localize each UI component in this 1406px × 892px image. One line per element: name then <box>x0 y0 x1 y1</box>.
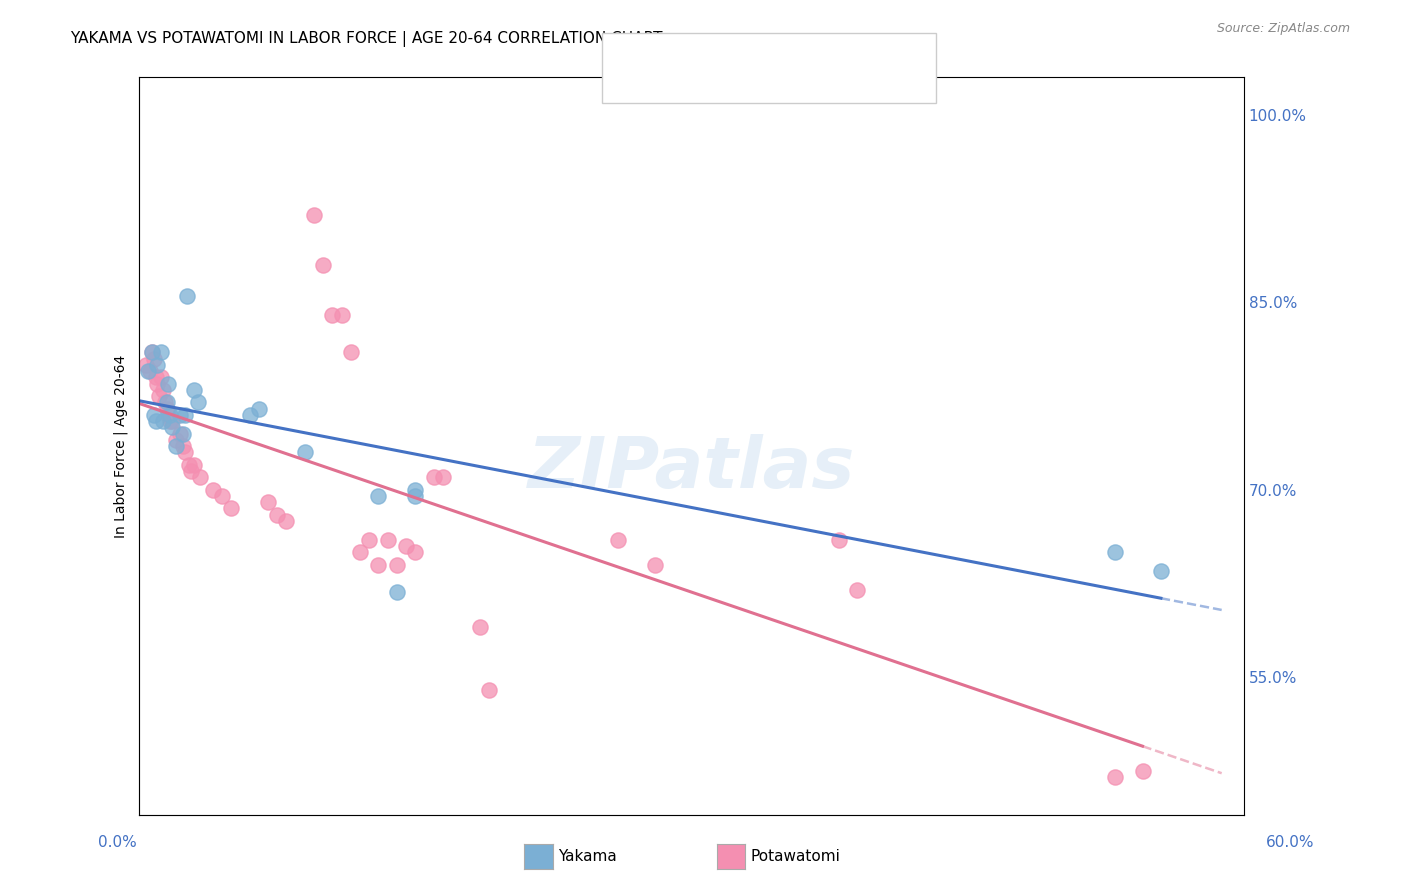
Point <box>142 351 165 366</box>
Point <box>1104 770 1126 784</box>
Point <box>201 483 224 497</box>
Point <box>302 208 325 222</box>
Point <box>188 470 211 484</box>
Point <box>146 376 169 391</box>
Point <box>468 620 491 634</box>
Point <box>219 501 242 516</box>
Point <box>152 383 174 397</box>
Point <box>159 408 181 422</box>
Text: ZIPatlas: ZIPatlas <box>527 434 855 502</box>
Point <box>145 370 167 384</box>
Point <box>404 545 426 559</box>
Point <box>385 558 408 572</box>
Point <box>183 458 205 472</box>
Point <box>165 433 187 447</box>
Point <box>169 408 191 422</box>
Point <box>330 308 353 322</box>
Point <box>367 489 389 503</box>
Point <box>172 426 194 441</box>
Point <box>828 533 851 547</box>
Point <box>159 414 181 428</box>
Y-axis label: In Labor Force | Age 20-64: In Labor Force | Age 20-64 <box>114 354 128 538</box>
Text: R = -0.415   N = 50: R = -0.415 N = 50 <box>644 74 794 88</box>
Point <box>135 358 157 372</box>
Point <box>211 489 233 503</box>
Point <box>180 464 202 478</box>
Point <box>174 445 197 459</box>
Point <box>1132 764 1154 778</box>
Point <box>846 582 869 597</box>
Point <box>148 389 170 403</box>
Point <box>276 514 298 528</box>
Point <box>150 345 173 359</box>
Text: Potawatomi: Potawatomi <box>751 849 841 863</box>
Point <box>141 345 163 359</box>
Point <box>644 558 666 572</box>
Point <box>432 470 454 484</box>
Point <box>359 533 381 547</box>
Point <box>1104 545 1126 559</box>
Point <box>169 426 191 441</box>
Point <box>165 439 187 453</box>
Point <box>156 401 179 416</box>
Point <box>139 364 162 378</box>
Point <box>145 414 167 428</box>
Point <box>266 508 288 522</box>
Point <box>157 376 180 391</box>
Point <box>141 345 163 359</box>
Point <box>395 539 418 553</box>
Text: Yakama: Yakama <box>558 849 617 863</box>
Point <box>183 383 205 397</box>
Point <box>321 308 343 322</box>
Point <box>156 395 179 409</box>
Point <box>176 289 198 303</box>
Point <box>1150 564 1173 578</box>
Point <box>177 458 200 472</box>
Text: 0.0%: 0.0% <box>98 836 138 850</box>
Text: R = -0.453   N = 27: R = -0.453 N = 27 <box>644 46 794 61</box>
Point <box>478 682 501 697</box>
Point <box>238 408 260 422</box>
Point <box>142 408 165 422</box>
Point <box>606 533 628 547</box>
Point <box>312 258 335 272</box>
Point <box>422 470 444 484</box>
Point <box>150 370 173 384</box>
Point <box>157 408 180 422</box>
Point <box>349 545 371 559</box>
Point <box>146 358 169 372</box>
Point <box>257 495 280 509</box>
Point <box>160 420 183 434</box>
Point <box>152 414 174 428</box>
Point <box>385 585 408 599</box>
Point <box>136 364 159 378</box>
Point <box>160 414 183 428</box>
Point <box>404 489 426 503</box>
Point <box>174 408 197 422</box>
Point <box>247 401 270 416</box>
Text: YAKAMA VS POTAWATOMI IN LABOR FORCE | AGE 20-64 CORRELATION CHART: YAKAMA VS POTAWATOMI IN LABOR FORCE | AG… <box>70 31 662 47</box>
Text: Source: ZipAtlas.com: Source: ZipAtlas.com <box>1216 22 1350 36</box>
Text: 60.0%: 60.0% <box>1267 836 1315 850</box>
Point <box>187 395 209 409</box>
Point <box>404 483 426 497</box>
Point <box>367 558 389 572</box>
Point <box>172 439 194 453</box>
Point <box>339 345 361 359</box>
Point <box>153 395 176 409</box>
Point <box>294 445 316 459</box>
Point <box>377 533 399 547</box>
